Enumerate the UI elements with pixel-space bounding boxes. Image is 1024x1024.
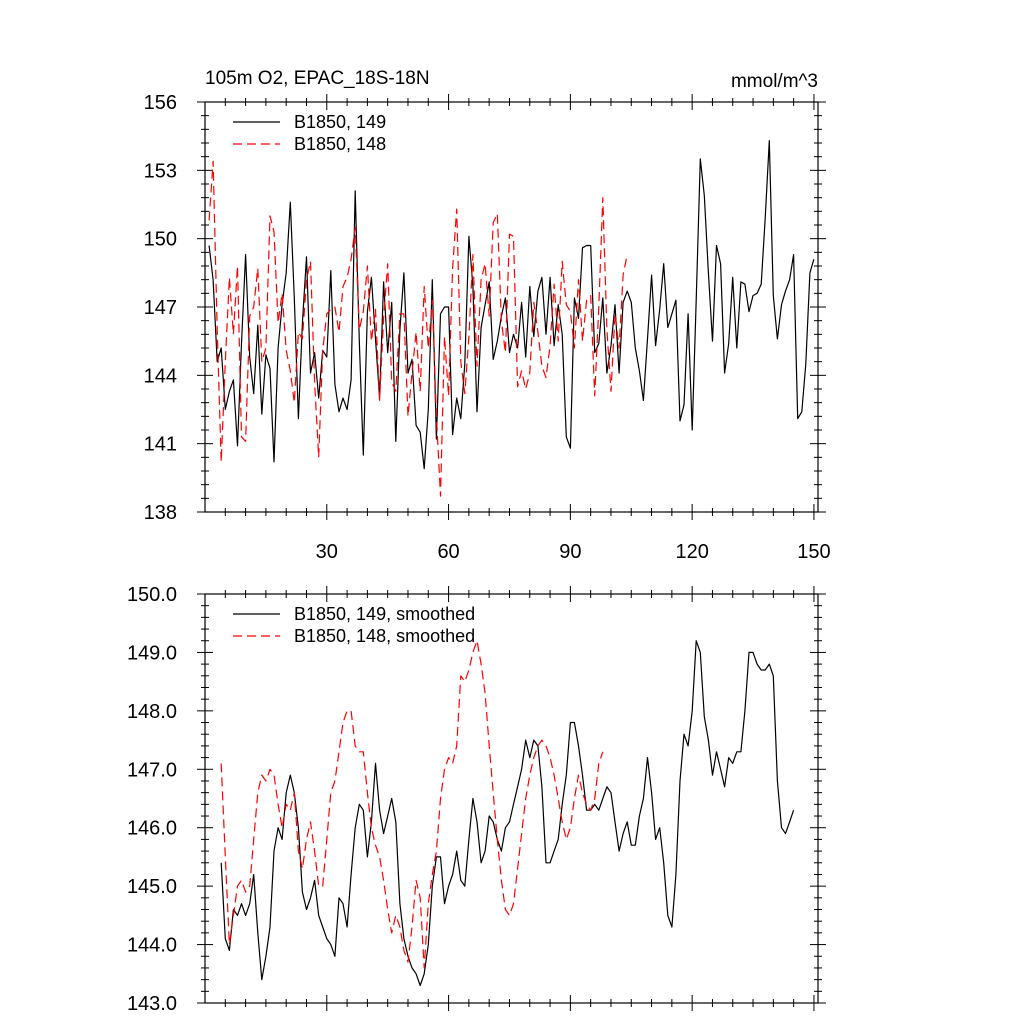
bottom-legend-label-2: B1850, 148, smoothed (294, 626, 475, 646)
top-panel-marks: 30 60 90 120 150 138 141 144 147 150 153 156 B1850, … (144, 92, 831, 563)
top-series-line-2 (208, 160, 628, 497)
top-panel-units: mmol/m^3 (731, 71, 818, 92)
top-y-tick-label: 144 (144, 365, 177, 387)
bottom-y-tick-label: 149.0 (127, 642, 177, 664)
top-panel: 105m O2, EPAC_18S-18N mmol/m^3 30 60 90 120… (144, 68, 831, 563)
bottom-y-tick-label: 147.0 (127, 759, 177, 781)
bottom-panel-marks: 143.0 144.0 145.0 146.0 147.0 148.0 149.0 150.0… (127, 584, 826, 1015)
top-x-tick-label: 150 (797, 541, 830, 563)
top-legend-label-1: B1850, 149 (294, 112, 386, 132)
top-y-tick-label: 141 (144, 434, 177, 456)
bottom-legend-label-1: B1850, 149, smoothed (294, 604, 475, 624)
top-x-tick-label: 60 (437, 541, 459, 563)
bottom-y-tick-label: 144.0 (127, 935, 177, 957)
bottom-y-tick-label: 148.0 (127, 701, 177, 723)
top-y-tick-label: 138 (144, 502, 177, 524)
bottom-y-tick-label: 146.0 (127, 818, 177, 840)
bottom-plot-frame (204, 593, 819, 1004)
top-x-tick-label: 30 (316, 541, 338, 563)
top-x-tick-label: 120 (675, 541, 708, 563)
bottom-series-line-1 (220, 640, 795, 987)
top-y-tick-label: 147 (144, 297, 177, 319)
top-plot-frame (204, 101, 819, 513)
top-x-tick-label: 90 (559, 541, 581, 563)
bottom-panel: 143.0 144.0 145.0 146.0 147.0 148.0 149.0 150.0… (127, 584, 826, 1015)
top-y-tick-label: 153 (144, 160, 177, 182)
bottom-series-line-2 (220, 640, 604, 969)
bottom-y-tick-label: 145.0 (127, 876, 177, 898)
top-y-tick-label: 156 (144, 92, 177, 114)
bottom-y-tick-label: 150.0 (127, 584, 177, 606)
bottom-y-tick-label: 143.0 (127, 993, 177, 1015)
top-y-tick-label: 150 (144, 229, 177, 251)
top-series-line-1 (208, 140, 815, 470)
top-legend-label-2: B1850, 148 (294, 134, 386, 154)
top-panel-title: 105m O2, EPAC_18S-18N (205, 68, 430, 89)
